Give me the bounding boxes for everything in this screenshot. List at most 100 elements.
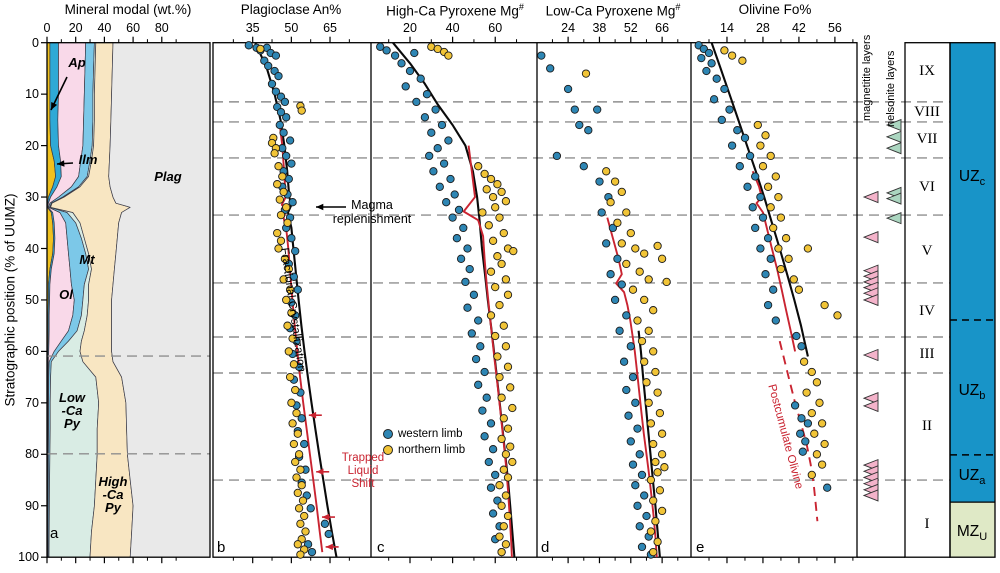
data-point	[801, 437, 810, 446]
panel-letter-d: d	[541, 539, 550, 556]
nelsonite-triangle-icon	[885, 192, 902, 205]
data-point	[709, 95, 719, 104]
data-point	[628, 372, 638, 382]
data-point	[297, 481, 306, 490]
data-point	[488, 509, 498, 518]
trapped-line3: Shift	[351, 478, 375, 490]
data-point	[491, 331, 500, 341]
magma-line2: replenishment	[332, 212, 412, 226]
data-point	[285, 136, 295, 145]
trapped-liquid-shift-annotation: Trapped Liquid Shift	[342, 452, 384, 491]
data-point	[503, 511, 513, 521]
data-point	[463, 244, 472, 253]
data-point	[279, 275, 288, 284]
data-point	[637, 470, 647, 480]
y-axis-title: Stratographic position (% of UUMZ)	[2, 193, 18, 407]
data-point	[581, 69, 591, 78]
data-point	[823, 483, 832, 492]
panel-c-content	[376, 42, 518, 558]
data-point	[608, 223, 618, 233]
y-tick-label: 60	[25, 344, 39, 359]
trapped-liquid-shift-arrow-head	[316, 468, 324, 476]
data-point	[628, 285, 638, 294]
data-point	[631, 244, 640, 253]
data-point	[626, 342, 635, 351]
data-point	[282, 151, 291, 161]
data-point	[622, 385, 631, 395]
data-point	[617, 187, 626, 197]
magnetitite-triangle-icon	[862, 399, 879, 413]
data-point	[756, 192, 765, 202]
data-point	[807, 408, 816, 418]
data-point	[655, 486, 665, 495]
x-tick-label: 60	[488, 21, 503, 35]
data-point	[563, 84, 573, 94]
magnetitite-triangle-icon	[862, 293, 879, 307]
data-point	[781, 234, 791, 243]
data-point	[503, 473, 513, 482]
panel-a-title-text: Mineral modal (wt.%)	[64, 2, 192, 17]
magma-replenishment-arrow-head	[316, 203, 324, 211]
panel-d-title-sup: #	[675, 2, 681, 12]
data-point	[640, 491, 649, 500]
data-point	[454, 205, 464, 215]
data-point	[444, 51, 453, 60]
data-point	[459, 223, 468, 233]
data-point	[761, 131, 770, 140]
data-point	[499, 321, 508, 330]
data-point	[653, 241, 662, 251]
data-point	[412, 97, 421, 107]
data-point	[720, 46, 729, 55]
data-point	[291, 457, 300, 467]
nelsonite-triangles	[885, 118, 902, 225]
data-point	[812, 378, 822, 387]
data-point	[751, 223, 760, 233]
data-point	[649, 496, 658, 505]
data-point	[279, 128, 288, 137]
data-point	[429, 167, 438, 176]
data-point	[271, 87, 281, 96]
data-point	[301, 527, 310, 536]
data-point	[474, 316, 483, 325]
data-point	[486, 267, 496, 276]
data-point	[495, 481, 504, 490]
data-point	[807, 470, 816, 480]
series-western-limb	[694, 41, 832, 492]
magnetitite-triangle-icon	[862, 392, 879, 405]
data-point	[631, 481, 640, 490]
trapped-line1: Trapped	[341, 452, 385, 464]
data-point	[283, 321, 292, 330]
data-point	[427, 128, 436, 137]
data-point	[509, 246, 518, 256]
trapped-liquid-shift-arrow-head	[308, 411, 317, 419]
data-point	[288, 198, 297, 207]
legend-item-western: western limb	[383, 428, 463, 440]
legend-label-northern: northern limb	[398, 444, 466, 456]
data-point	[546, 64, 555, 73]
data-point	[397, 59, 406, 68]
panel-c-title: High-Ca Pyroxene Mg#	[386, 2, 524, 19]
x-tick-label: 52	[623, 21, 638, 35]
data-point	[292, 473, 301, 482]
data-point	[450, 190, 459, 199]
nelsonite-triangle-icon	[885, 130, 902, 144]
data-point	[488, 236, 498, 245]
data-point	[796, 429, 805, 438]
data-point	[810, 429, 819, 438]
trapped-line2: Liquid	[347, 465, 379, 477]
magnetitite-triangle-icon	[862, 489, 879, 502]
data-point	[288, 334, 297, 343]
data-point	[628, 460, 638, 469]
data-point	[275, 120, 284, 130]
data-point	[763, 300, 773, 310]
y-tick-label: 20	[25, 138, 39, 153]
data-point	[740, 133, 750, 143]
panel-e-title: Olivine Fo%	[739, 2, 812, 18]
data-point	[307, 547, 317, 557]
data-point	[651, 367, 660, 377]
data-point	[766, 151, 775, 161]
data-point	[720, 84, 729, 94]
x-tick-label: 20	[68, 21, 83, 35]
